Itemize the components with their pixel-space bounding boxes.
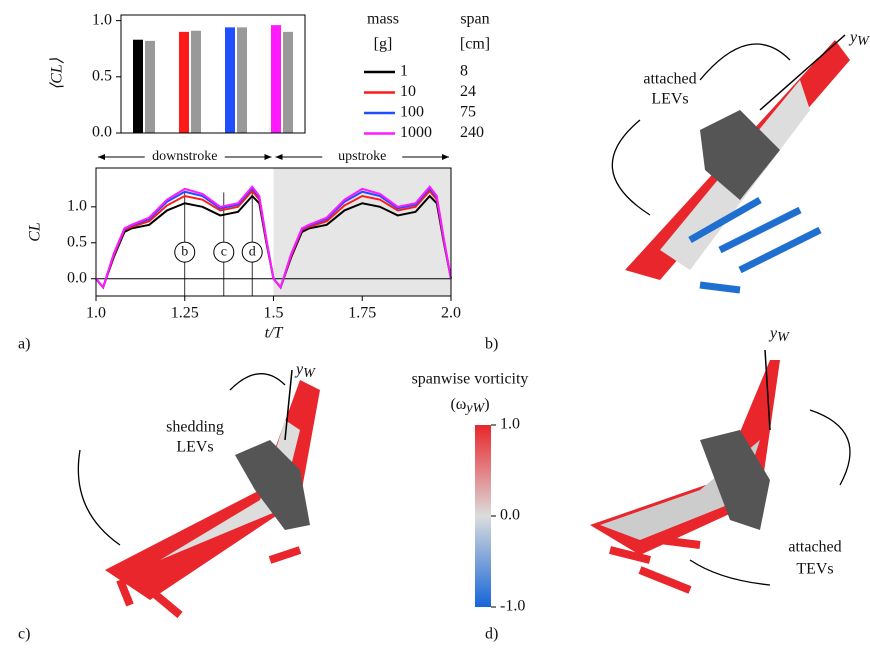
bar [225,27,235,133]
legend-span: 24 [460,83,476,100]
marker-label: d [249,244,256,259]
legend-label: 1000 [400,124,432,141]
y-tick-label: 0.5 [67,233,87,250]
x-tick-label: 1.0 [86,305,106,322]
legend-label: 100 [400,104,424,121]
bar [133,40,143,133]
axis-label: yW [848,29,870,50]
bar [237,27,247,133]
x-tick-label: 1.5 [264,305,284,322]
bar [179,32,189,133]
y-tick-label: 0.5 [92,67,112,84]
colorbar-title: spanwise vorticity [412,371,529,388]
figure: attached LEVs yW shedding LEVs yW attach… [0,0,870,650]
marker-label: c [221,244,227,259]
y-tick-label: 1.0 [92,11,112,28]
panel-label: c) [18,626,30,643]
legend-header: mass [367,11,399,28]
x-axis-label: t/T [265,325,284,342]
render-label: LEVs [651,91,688,108]
bar [191,31,201,133]
render-label: attached [788,539,841,556]
phase-label: downstroke [152,149,217,164]
colorbar [475,425,491,607]
legend-span: 75 [460,104,476,121]
legend-span: 8 [460,63,468,80]
render-label: TEVs [796,561,833,578]
colorbar-tick-label: 0.0 [500,507,520,524]
legend-label: 1 [400,63,408,80]
marker-label: b [181,244,188,259]
colorbar-symbol: (ωyW) [450,396,489,417]
legend-header: [cm] [460,36,490,53]
legend-label: 10 [400,83,416,100]
x-tick-label: 2.0 [441,305,461,322]
x-tick-label: 1.75 [348,305,376,322]
x-tick-label: 1.25 [171,305,199,322]
y-axis-label: CL [27,222,44,242]
panel-label: d) [485,626,498,643]
y-tick-label: 1.0 [67,198,87,215]
render-label: shedding [166,419,224,436]
panel-label: b) [485,336,498,353]
render-label: attached [643,71,696,88]
bar [283,32,293,133]
legend-span: 240 [460,124,484,141]
render-label: LEVs [176,439,213,456]
bar [145,41,155,133]
legend-header: [g] [374,36,393,53]
phase-label: upstroke [338,149,386,164]
axis-label: yW [768,325,790,346]
bar [271,25,281,133]
colorbar-tick-label: 1.0 [500,416,520,433]
render-c [105,370,320,615]
panel-label: a) [18,336,30,353]
legend-header: span [460,11,489,28]
render-d [590,350,780,590]
y-axis-label: ⟨CL⟩ [49,57,66,90]
axis-label: yW [294,361,316,382]
y-tick-label: 0.0 [67,269,87,286]
y-tick-label: 0.0 [92,124,112,141]
colorbar-tick-label: -1.0 [500,598,525,615]
